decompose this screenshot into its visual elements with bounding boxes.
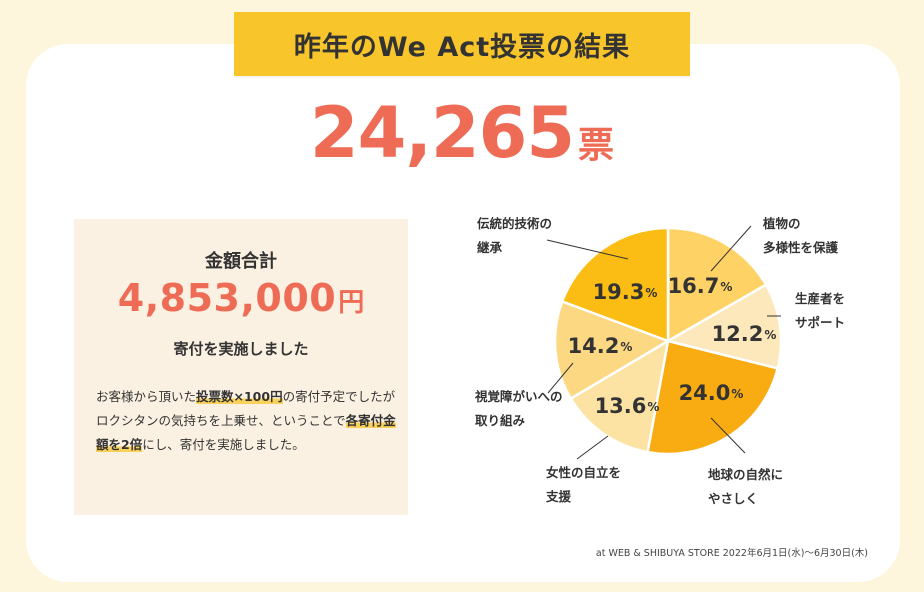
slice-value-label: 12.2%: [712, 322, 777, 346]
donation-amount: 4,853,000円: [74, 279, 408, 317]
donation-amount-number: 4,853,000: [117, 276, 337, 320]
slice-value-label: 16.7%: [668, 274, 733, 298]
slice-value-label: 24.0%: [679, 381, 744, 405]
slice-category-label: 伝統的技術の継承: [477, 216, 552, 255]
slice-value-label: 14.2%: [568, 334, 633, 358]
note-text-3: にし、寄付を実施しました。: [142, 437, 305, 452]
leader-line: [547, 362, 574, 394]
pie-slice: [553, 299, 671, 401]
donation-label: 金額合計: [205, 251, 277, 272]
pie-slice: [666, 226, 768, 344]
leader-line: [710, 417, 746, 454]
leader-line: [576, 435, 609, 460]
slice-value-label: 13.6%: [595, 394, 660, 418]
leader-line: [710, 225, 752, 272]
slice-category-label: 地球の自然にやさしく: [708, 467, 783, 506]
slice-value-label: 19.3%: [593, 280, 658, 304]
donation-subtitle: 寄付を実施しました: [173, 340, 309, 358]
note-text-2: の寄付予定でしたがロクシタンの気持ちを上乗せ、ということで: [96, 389, 396, 428]
slice-category-label: 植物の多様性を保護: [762, 216, 839, 255]
slice-category-label: 女性の自立を支援: [545, 465, 621, 504]
title-banner: 昨年のWe Act投票の結果: [234, 12, 690, 76]
pie-slice: [560, 226, 670, 343]
pie-slice: [569, 338, 670, 454]
note-text-1: お客様から頂いた: [96, 389, 197, 404]
donation-note: お客様から頂いた投票数×100円の寄付予定でしたがロクシタンの気持ちを上乗せ、と…: [96, 385, 396, 457]
vote-count: 24,265: [309, 92, 575, 174]
footnote: at WEB & SHIBUYA STORE 2022年6月1日(水)〜6月30…: [595, 548, 868, 559]
leader-line: [546, 239, 629, 260]
slice-category-label: 生産者をサポート: [795, 291, 845, 330]
vote-unit: 票: [578, 125, 615, 166]
donation-amount-unit: 円: [338, 288, 365, 318]
donation-panel: 金額合計 4,853,000円 寄付を実施しました お客様から頂いた投票数×10…: [74, 219, 408, 515]
slice-category-label: 視覚障がいへの取り組み: [474, 389, 563, 428]
page-title: 昨年のWe Act投票の結果: [293, 31, 631, 63]
vote-total: 24,265 票: [0, 98, 924, 168]
note-highlight-1: 投票数×100円: [196, 389, 283, 404]
